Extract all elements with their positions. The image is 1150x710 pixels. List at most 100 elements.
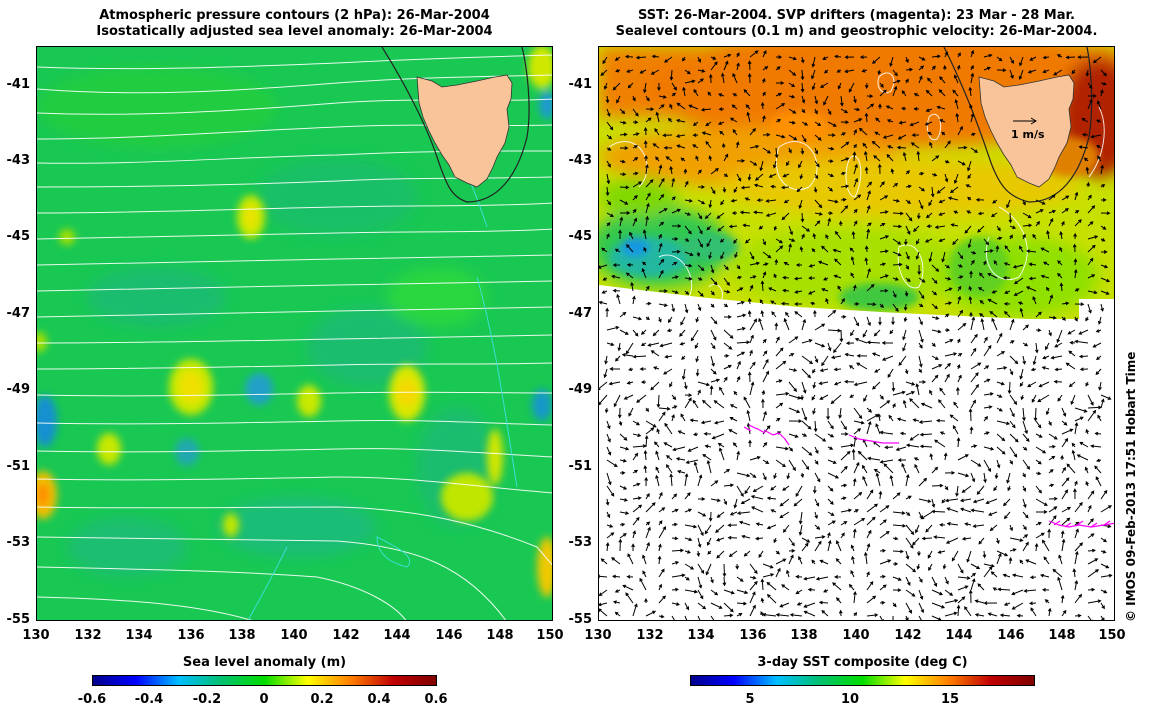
velocity-arrow <box>957 563 964 574</box>
velocity-arrow <box>626 69 634 73</box>
velocity-arrow <box>612 82 621 91</box>
velocity-arrow <box>719 130 725 136</box>
velocity-arrow <box>1009 340 1015 344</box>
velocity-arrow <box>931 329 942 334</box>
velocity-arrow <box>619 120 627 125</box>
velocity-arrow <box>710 264 715 274</box>
velocity-arrow <box>834 54 842 59</box>
velocity-arrow <box>814 121 822 127</box>
velocity-arrow <box>749 472 757 479</box>
velocity-arrow <box>957 576 971 580</box>
velocity-arrow <box>618 229 622 240</box>
velocity-arrow <box>801 225 811 232</box>
velocity-arrow <box>861 68 868 73</box>
left-cbar-tick-4: 0.2 <box>310 692 334 707</box>
velocity-arrow <box>710 342 716 350</box>
velocity-arrow <box>820 82 829 88</box>
velocity-arrow <box>606 485 615 497</box>
velocity-arrow <box>632 132 640 136</box>
velocity-arrow <box>1020 394 1025 401</box>
right-cbar-tick-0: 5 <box>745 692 755 707</box>
velocity-arrow <box>688 104 699 110</box>
velocity-arrow <box>1085 481 1089 487</box>
velocity-arrow <box>632 145 638 149</box>
velocity-arrow <box>794 311 803 318</box>
sea-level-anomaly-field <box>37 47 552 620</box>
velocity-arrow <box>938 399 946 409</box>
velocity-arrow <box>931 303 939 310</box>
velocity-arrow <box>1022 223 1033 228</box>
velocity-arrow <box>658 95 667 99</box>
velocity-arrow <box>851 448 856 461</box>
velocity-arrow <box>853 420 865 425</box>
velocity-arrow <box>997 587 1011 592</box>
velocity-arrow <box>601 247 608 253</box>
velocity-arrow <box>736 576 744 582</box>
left-cbar-tick-3: 0 <box>259 692 269 707</box>
velocity-arrow <box>1009 394 1018 406</box>
velocity-arrow <box>615 68 621 73</box>
velocity-arrow <box>632 194 638 201</box>
velocity-arrow <box>658 568 665 578</box>
velocity-arrow <box>654 441 660 448</box>
velocity-arrow <box>786 472 791 480</box>
velocity-arrow <box>719 386 725 396</box>
velocity-arrow <box>827 485 834 492</box>
velocity-arrow <box>849 364 855 370</box>
velocity-arrow <box>641 267 647 279</box>
velocity-arrow <box>765 212 777 217</box>
velocity-arrow <box>606 121 614 131</box>
velocity-arrow <box>914 463 920 474</box>
velocity-arrow <box>862 142 868 149</box>
velocity-arrow <box>740 185 751 190</box>
velocity-arrow <box>606 420 611 430</box>
velocity-arrow <box>775 360 787 370</box>
velocity-arrow <box>710 602 723 609</box>
velocity-arrow <box>760 101 765 110</box>
velocity-arrow <box>866 516 876 526</box>
velocity-arrow <box>1100 573 1113 578</box>
velocity-arrow <box>996 225 1001 232</box>
velocity-arrow <box>744 485 751 495</box>
velocity-arrow <box>996 407 1003 412</box>
velocity-arrow <box>619 211 631 215</box>
velocity-arrow <box>1022 433 1030 443</box>
velocity-arrow <box>814 459 819 465</box>
velocity-arrow <box>970 372 979 383</box>
velocity-arrow <box>614 589 621 593</box>
velocity-arrow <box>658 258 665 266</box>
velocity-arrow <box>879 519 887 526</box>
velocity-arrow <box>811 56 816 68</box>
velocity-arrow <box>736 589 749 595</box>
velocity-arrow <box>603 82 608 90</box>
velocity-arrow <box>881 341 894 345</box>
velocity-arrow <box>879 430 894 435</box>
velocity-arrow <box>996 459 1001 469</box>
velocity-arrow <box>621 353 634 357</box>
velocity-arrow <box>840 508 853 513</box>
velocity-arrow <box>606 511 611 519</box>
velocity-arrow <box>970 250 977 255</box>
velocity-arrow <box>1045 286 1050 292</box>
left-cbar-tick-2: -0.2 <box>192 692 222 707</box>
geostrophic-velocity-vectors <box>599 49 1113 620</box>
velocity-arrow <box>931 576 938 587</box>
velocity-arrow <box>827 433 835 438</box>
velocity-arrow <box>879 394 884 400</box>
velocity-arrow <box>723 469 731 474</box>
velocity-arrow <box>799 246 804 253</box>
velocity-arrow <box>1048 329 1052 337</box>
velocity-arrow <box>781 212 790 221</box>
velocity-arrow <box>970 347 977 357</box>
velocity-arrow <box>905 277 911 282</box>
velocity-arrow <box>901 106 907 111</box>
velocity-arrow <box>749 563 758 575</box>
velocity-arrow <box>749 334 754 344</box>
velocity-arrow <box>684 602 689 611</box>
velocity-arrow <box>794 302 802 306</box>
velocity-arrow <box>975 197 985 202</box>
velocity-arrow <box>941 251 946 263</box>
velocity-arrow <box>801 108 806 114</box>
velocity-arrow <box>1058 554 1063 565</box>
velocity-arrow <box>891 317 895 326</box>
